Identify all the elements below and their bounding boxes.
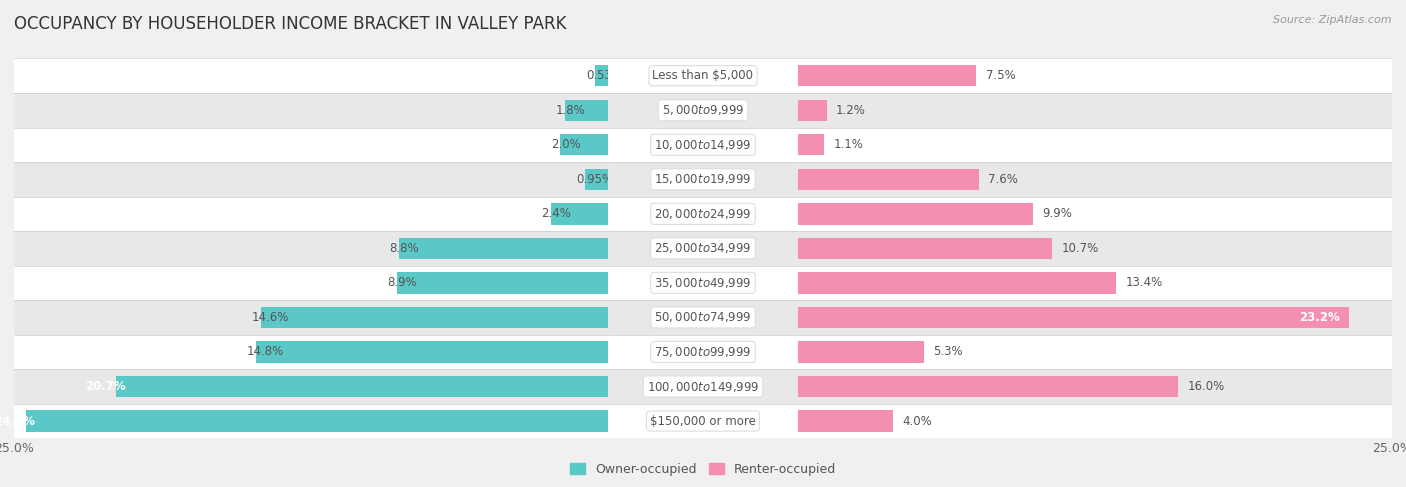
Bar bbox=[595, 65, 607, 86]
Bar bbox=[799, 65, 976, 86]
Text: Source: ZipAtlas.com: Source: ZipAtlas.com bbox=[1274, 15, 1392, 25]
Text: 7.6%: 7.6% bbox=[988, 173, 1018, 186]
Text: 1.2%: 1.2% bbox=[837, 104, 866, 117]
Text: $10,000 to $14,999: $10,000 to $14,999 bbox=[654, 138, 752, 152]
Text: 0.53%: 0.53% bbox=[586, 69, 623, 82]
Bar bbox=[607, 404, 799, 438]
Bar bbox=[607, 93, 799, 128]
Bar bbox=[551, 203, 607, 225]
Text: 5.3%: 5.3% bbox=[934, 345, 963, 358]
Text: 1.1%: 1.1% bbox=[834, 138, 863, 151]
Text: OCCUPANCY BY HOUSEHOLDER INCOME BRACKET IN VALLEY PARK: OCCUPANCY BY HOUSEHOLDER INCOME BRACKET … bbox=[14, 15, 567, 33]
Text: 14.6%: 14.6% bbox=[252, 311, 290, 324]
Text: $35,000 to $49,999: $35,000 to $49,999 bbox=[654, 276, 752, 290]
Bar bbox=[396, 272, 607, 294]
Text: 2.4%: 2.4% bbox=[541, 207, 571, 220]
Bar bbox=[262, 307, 607, 328]
Text: 1.8%: 1.8% bbox=[555, 104, 585, 117]
Bar bbox=[799, 231, 1392, 265]
Text: 13.4%: 13.4% bbox=[1126, 277, 1163, 289]
Bar bbox=[14, 197, 607, 231]
Text: 16.0%: 16.0% bbox=[1188, 380, 1225, 393]
Text: 8.9%: 8.9% bbox=[387, 277, 416, 289]
Bar bbox=[607, 231, 799, 265]
Text: 2.0%: 2.0% bbox=[551, 138, 581, 151]
Bar bbox=[799, 341, 924, 363]
Bar bbox=[256, 341, 607, 363]
Bar bbox=[565, 99, 607, 121]
Bar bbox=[799, 411, 893, 432]
Bar bbox=[799, 169, 979, 190]
Text: $15,000 to $19,999: $15,000 to $19,999 bbox=[654, 172, 752, 187]
Bar bbox=[799, 58, 1392, 93]
Bar bbox=[399, 238, 607, 259]
Bar bbox=[799, 307, 1350, 328]
Bar bbox=[799, 203, 1033, 225]
Bar bbox=[799, 99, 827, 121]
Bar bbox=[607, 265, 799, 300]
Text: 20.7%: 20.7% bbox=[84, 380, 125, 393]
Bar bbox=[799, 404, 1392, 438]
Text: $50,000 to $74,999: $50,000 to $74,999 bbox=[654, 310, 752, 324]
Text: 14.8%: 14.8% bbox=[247, 345, 284, 358]
Bar bbox=[25, 411, 607, 432]
Text: 24.5%: 24.5% bbox=[0, 414, 35, 428]
Bar bbox=[799, 162, 1392, 197]
Bar bbox=[799, 128, 1392, 162]
Bar bbox=[607, 335, 799, 369]
Text: 4.0%: 4.0% bbox=[903, 414, 932, 428]
Bar bbox=[561, 134, 607, 155]
Bar bbox=[585, 169, 607, 190]
Bar bbox=[799, 272, 1116, 294]
Text: 23.2%: 23.2% bbox=[1299, 311, 1340, 324]
Bar bbox=[14, 369, 607, 404]
Bar bbox=[607, 369, 799, 404]
Bar bbox=[607, 197, 799, 231]
Bar bbox=[14, 162, 607, 197]
Bar bbox=[14, 265, 607, 300]
Bar bbox=[799, 265, 1392, 300]
Bar bbox=[14, 335, 607, 369]
Text: Less than $5,000: Less than $5,000 bbox=[652, 69, 754, 82]
Bar bbox=[14, 300, 607, 335]
Bar bbox=[799, 93, 1392, 128]
Bar bbox=[14, 58, 607, 93]
Bar bbox=[14, 404, 607, 438]
Bar bbox=[14, 93, 607, 128]
Legend: Owner-occupied, Renter-occupied: Owner-occupied, Renter-occupied bbox=[565, 458, 841, 481]
Bar bbox=[799, 238, 1052, 259]
Bar bbox=[607, 58, 799, 93]
Text: 10.7%: 10.7% bbox=[1062, 242, 1099, 255]
Bar bbox=[607, 162, 799, 197]
Text: $150,000 or more: $150,000 or more bbox=[650, 414, 756, 428]
Bar bbox=[799, 300, 1392, 335]
Text: $5,000 to $9,999: $5,000 to $9,999 bbox=[662, 103, 744, 117]
Text: $25,000 to $34,999: $25,000 to $34,999 bbox=[654, 242, 752, 255]
Text: 8.8%: 8.8% bbox=[389, 242, 419, 255]
Text: 7.5%: 7.5% bbox=[986, 69, 1015, 82]
Bar bbox=[799, 376, 1178, 397]
Bar bbox=[14, 231, 607, 265]
Bar bbox=[799, 197, 1392, 231]
Bar bbox=[799, 369, 1392, 404]
Text: $100,000 to $149,999: $100,000 to $149,999 bbox=[647, 379, 759, 393]
Bar bbox=[799, 335, 1392, 369]
Text: 9.9%: 9.9% bbox=[1043, 207, 1073, 220]
Bar bbox=[607, 128, 799, 162]
Bar bbox=[799, 134, 824, 155]
Bar bbox=[14, 128, 607, 162]
Text: $75,000 to $99,999: $75,000 to $99,999 bbox=[654, 345, 752, 359]
Text: 0.95%: 0.95% bbox=[576, 173, 613, 186]
Bar bbox=[117, 376, 607, 397]
Text: $20,000 to $24,999: $20,000 to $24,999 bbox=[654, 207, 752, 221]
Bar bbox=[607, 300, 799, 335]
